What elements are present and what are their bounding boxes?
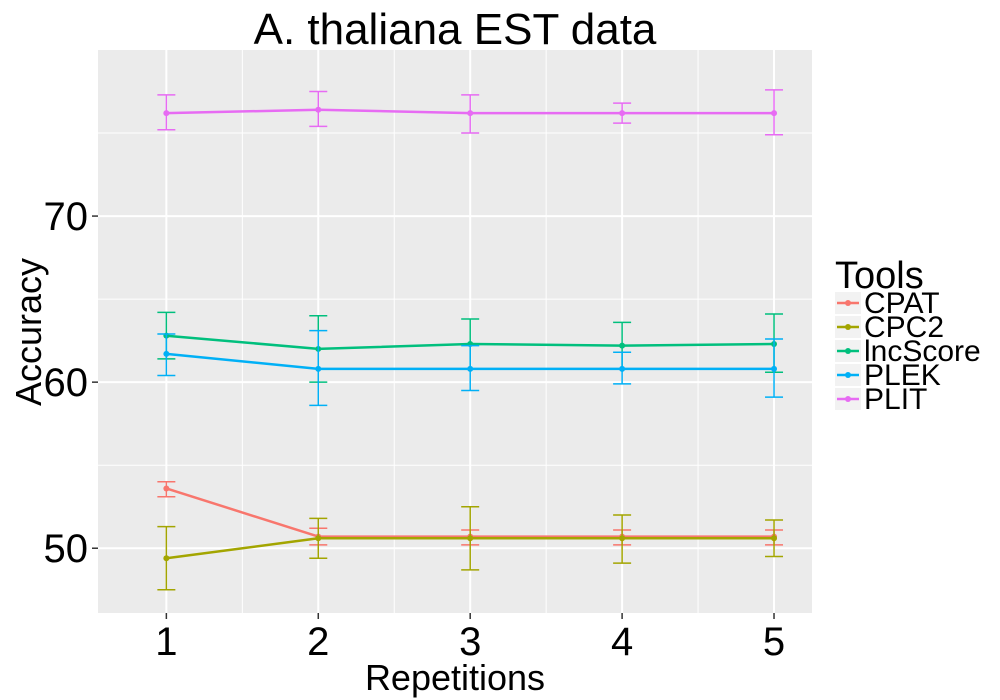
legend-item-cpc2: CPC2 — [835, 311, 944, 344]
legend-item-plek: PLEK — [835, 359, 941, 392]
y-tick-label: 60 — [44, 361, 89, 405]
plot-panel — [98, 50, 812, 613]
x-tick-label: 5 — [763, 620, 785, 664]
data-point-plit — [619, 110, 626, 117]
data-point-plit — [467, 110, 474, 117]
data-point-cpc2 — [467, 535, 474, 542]
data-point-cpc2 — [619, 535, 626, 542]
chart-title: A. thaliana EST data — [254, 5, 657, 54]
data-point-cpc2 — [771, 535, 778, 542]
series-plek — [157, 329, 784, 407]
legend-key-point — [845, 372, 851, 378]
legend-title: Tools — [835, 255, 924, 297]
x-tick-label: 3 — [459, 620, 481, 664]
series-layer — [157, 89, 784, 591]
legend-item-lncscore: lncScore — [835, 335, 981, 368]
legend-key-point — [845, 300, 851, 306]
minor-gridlines — [98, 50, 812, 613]
series-cpc2 — [157, 505, 784, 591]
legend-label-lncscore: lncScore — [864, 335, 981, 368]
x-tick-label: 1 — [155, 620, 177, 664]
data-point-plek — [467, 365, 474, 372]
legend-item-plit: PLIT — [835, 383, 927, 416]
series-plit — [157, 89, 784, 136]
y-tick-label: 50 — [44, 527, 89, 571]
x-tick-label: 4 — [611, 620, 633, 664]
data-point-cpc2 — [163, 555, 170, 562]
legend-item-cpat: CPAT — [835, 287, 940, 320]
x-tick-label: 2 — [307, 620, 329, 664]
axes: 50 60 70 1 2 3 4 5 — [44, 195, 786, 664]
data-point-cpc2 — [315, 535, 322, 542]
legend-key-point — [845, 396, 851, 402]
y-axis-title: Accuracy — [8, 258, 49, 406]
data-point-cpat — [163, 485, 170, 492]
legend-label-cpc2: CPC2 — [864, 311, 944, 344]
data-point-plit — [315, 106, 322, 113]
legend-label-cpat: CPAT — [864, 287, 940, 320]
x-axis-title: Repetitions — [365, 657, 545, 698]
data-point-plit — [771, 110, 778, 117]
data-point-plek — [619, 365, 626, 372]
legend-key-point — [845, 348, 851, 354]
data-point-plek — [315, 365, 322, 372]
data-point-plek — [771, 365, 778, 372]
legend-key-point — [845, 324, 851, 330]
data-point-plek — [163, 350, 170, 357]
data-point-lncscore — [619, 342, 626, 349]
data-point-plit — [163, 110, 170, 117]
legend-label-plek: PLEK — [864, 359, 941, 392]
legend-label-plit: PLIT — [864, 383, 927, 416]
y-tick-label: 70 — [44, 195, 89, 239]
